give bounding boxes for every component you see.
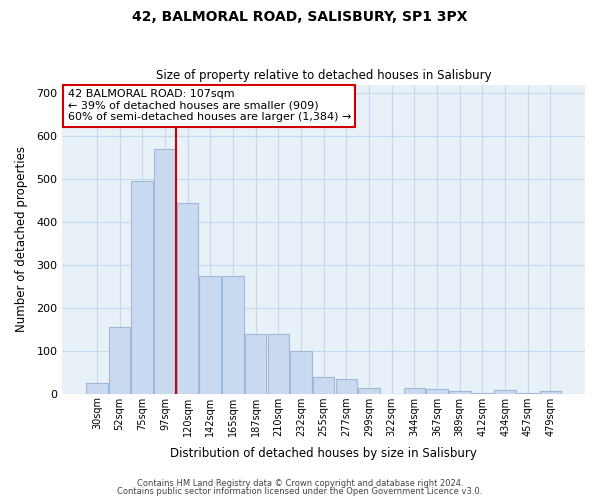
Bar [472, 393, 493, 394]
Bar [335, 378, 357, 394]
Bar [426, 390, 448, 394]
Bar [313, 378, 334, 394]
Bar [539, 391, 561, 394]
Bar [404, 388, 425, 394]
Bar [86, 383, 107, 394]
Bar [449, 391, 470, 394]
Text: 42 BALMORAL ROAD: 107sqm
← 39% of detached houses are smaller (909)
60% of semi-: 42 BALMORAL ROAD: 107sqm ← 39% of detach… [68, 89, 351, 122]
Bar [154, 149, 176, 394]
Bar [494, 390, 516, 394]
Text: Contains public sector information licensed under the Open Government Licence v3: Contains public sector information licen… [118, 487, 482, 496]
Bar [245, 334, 266, 394]
Y-axis label: Number of detached properties: Number of detached properties [15, 146, 28, 332]
X-axis label: Distribution of detached houses by size in Salisbury: Distribution of detached houses by size … [170, 447, 477, 460]
Bar [177, 202, 199, 394]
Bar [517, 393, 539, 394]
Title: Size of property relative to detached houses in Salisbury: Size of property relative to detached ho… [156, 69, 491, 82]
Bar [131, 181, 153, 394]
Bar [290, 350, 312, 394]
Bar [109, 327, 130, 394]
Bar [199, 276, 221, 394]
Text: Contains HM Land Registry data © Crown copyright and database right 2024.: Contains HM Land Registry data © Crown c… [137, 478, 463, 488]
Bar [268, 334, 289, 394]
Bar [358, 388, 380, 394]
Text: 42, BALMORAL ROAD, SALISBURY, SP1 3PX: 42, BALMORAL ROAD, SALISBURY, SP1 3PX [132, 10, 468, 24]
Bar [222, 276, 244, 394]
